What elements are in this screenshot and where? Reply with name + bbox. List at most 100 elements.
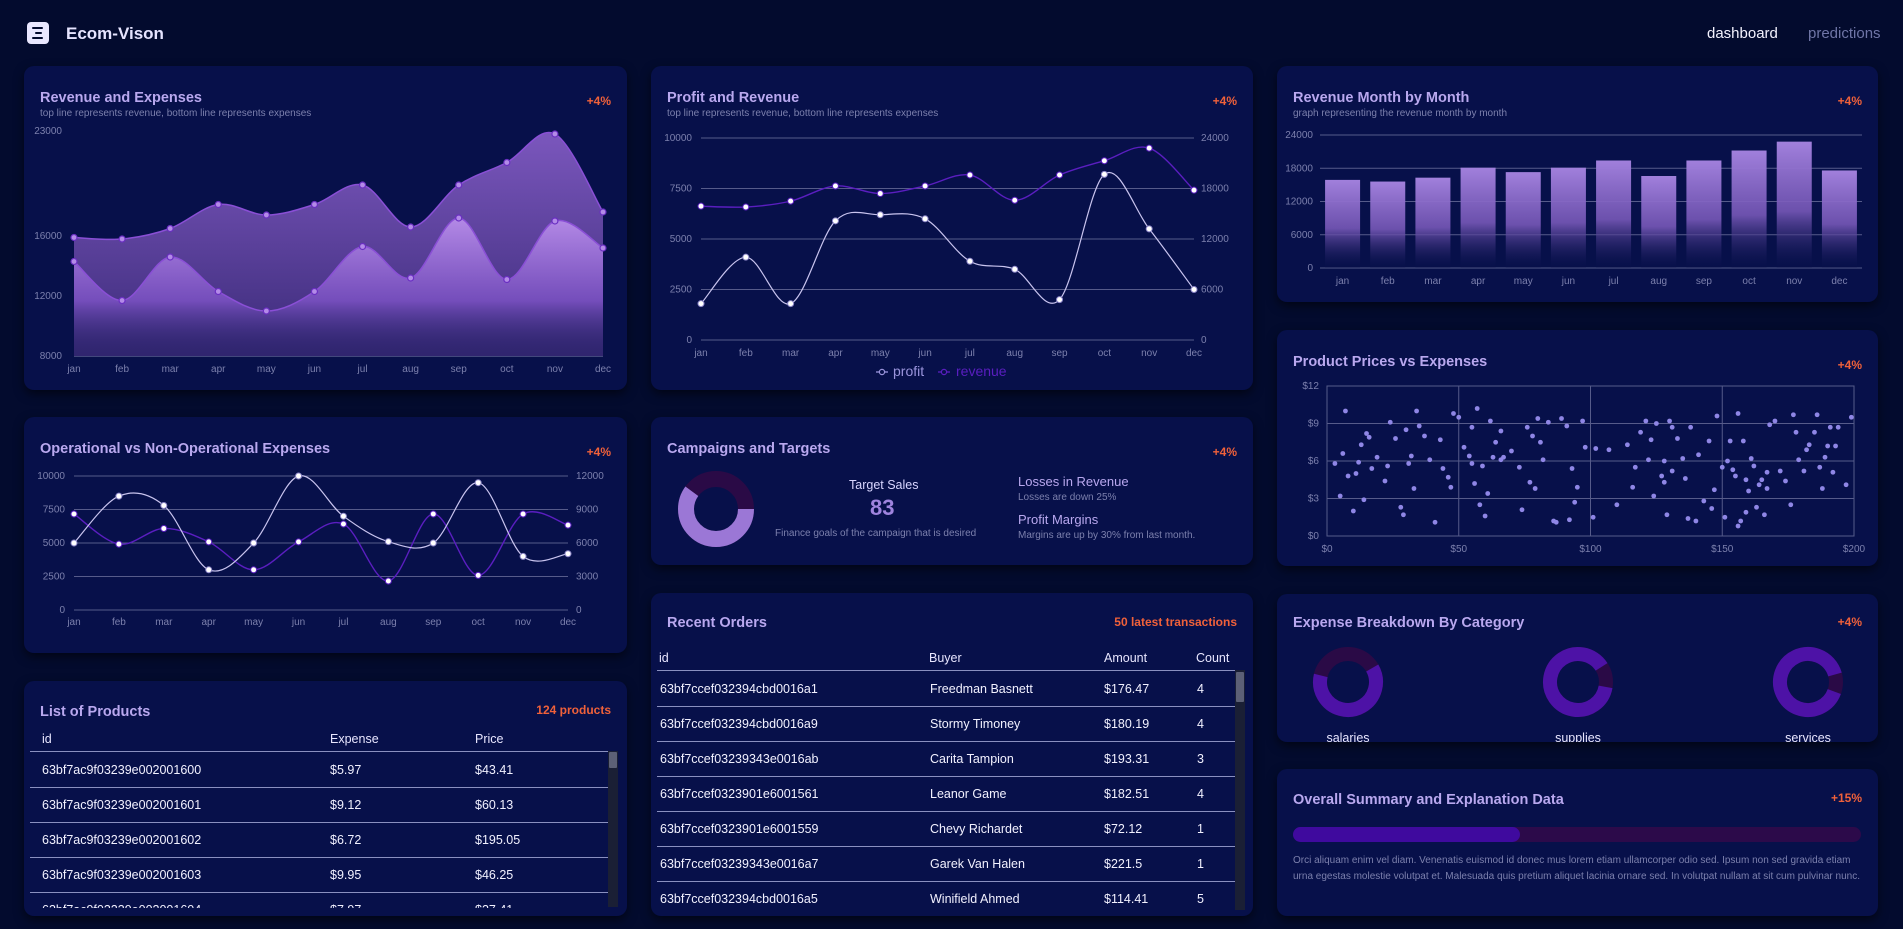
losses-description: Losses are down 25% (1018, 492, 1117, 503)
scatter-point (1501, 454, 1506, 460)
bar (1641, 176, 1677, 268)
scatter-point (1680, 456, 1686, 461)
scatter-point (1374, 454, 1380, 460)
legend-revenue-label: revenue (956, 363, 1007, 379)
expenses-point (118, 296, 126, 305)
scatter-point (1801, 468, 1807, 474)
bar (1415, 177, 1451, 268)
scatter-point (1806, 442, 1812, 448)
table-row[interactable]: 63bf7ccef03239343e0016ab Carita Tampion … (657, 741, 1241, 777)
scrollbar-thumb[interactable] (609, 752, 617, 768)
y-right-tick-label: 9000 (576, 505, 599, 516)
x-tick-label: oct (1742, 276, 1756, 287)
revenue-point (599, 208, 607, 216)
table-row[interactable]: 63bf7ccef0323901e6001559 Chevy Richardet… (657, 811, 1241, 847)
card-title: Overall Summary and Explanation Data (1293, 792, 1564, 808)
non-operational-line (73, 511, 569, 582)
orders-scrollbar[interactable] (1235, 670, 1245, 910)
profit-point (966, 257, 974, 265)
table-row[interactable]: 63bf7ac9f03239e002001602 $6.72 $195.05 (30, 822, 614, 858)
scatter-point (1337, 493, 1343, 499)
nav-predictions-link[interactable]: predictions (1808, 25, 1881, 42)
x-tick-label: may (244, 617, 263, 628)
scatter-point (1630, 484, 1636, 490)
y-tick-label: $6 (1308, 456, 1320, 467)
products-scrollbar[interactable] (608, 751, 618, 907)
column-header-buyer[interactable]: Buyer (929, 651, 962, 665)
scatter-point (1527, 479, 1533, 485)
y-tick-label: 18000 (1285, 163, 1313, 174)
x-tick-label: apr (211, 364, 226, 375)
revenue-point (697, 202, 705, 210)
card-title: Revenue Month by Month (1293, 90, 1470, 106)
nav-dashboard-link[interactable]: dashboard (1707, 25, 1778, 42)
scatter-point (1427, 457, 1433, 463)
expenses-point (455, 214, 463, 222)
margins-title: Profit Margins (1018, 512, 1099, 527)
column-header-id[interactable]: id (659, 651, 669, 665)
non-operational-point (205, 538, 213, 546)
scatter-point (1361, 497, 1367, 503)
scatter-point (1624, 442, 1630, 448)
x-tick-label: mar (162, 364, 180, 375)
operational-point (160, 501, 168, 509)
scatter-point (1664, 512, 1670, 518)
bar (1550, 167, 1586, 268)
scatter-point (1701, 498, 1707, 504)
table-row[interactable]: 63bf7ccef032394cbd0016a1 Freedman Basnet… (657, 671, 1241, 707)
x-tick-label: aug (1006, 348, 1023, 359)
scatter-point (1545, 419, 1551, 425)
card-title: List of Products (40, 704, 151, 720)
profit-point (921, 215, 929, 223)
table-row[interactable]: 63bf7ac9f03239e002001604 $7.97 $27.41 (30, 892, 614, 908)
table-row[interactable]: 63bf7ccef0323901e6001561 Leanor Game $18… (657, 776, 1241, 812)
x-tick-label: mar (1424, 276, 1442, 287)
column-header-count[interactable]: Count (1196, 651, 1230, 665)
scatter-point (1524, 424, 1530, 430)
summary-card: Overall Summary and Explanation Data +15… (1277, 769, 1878, 916)
revenue-point (118, 235, 126, 243)
card-badge: +4% (1837, 94, 1862, 108)
table-row[interactable]: 63bf7ac9f03239e002001601 $9.12 $60.13 (30, 787, 614, 823)
column-header-id[interactable]: id (42, 732, 52, 746)
scatter-point (1519, 507, 1525, 513)
revenue-point (70, 233, 78, 242)
revenue-point (876, 190, 884, 198)
scatter-point (1456, 414, 1462, 420)
scrollbar-thumb[interactable] (1236, 672, 1244, 702)
expenses-area (74, 217, 603, 356)
column-header-expense[interactable]: Expense (330, 732, 379, 746)
y-left-tick-label: 7500 (43, 505, 66, 516)
x-tick-label: feb (112, 617, 126, 628)
profit-revenue-chart: 0 0 2500 6000 5000 12000 7500 18000 10000 24000 ja… (664, 133, 1229, 379)
x-tick-label: $200 (1843, 544, 1866, 555)
column-header-price[interactable]: Price (475, 732, 504, 746)
table-row[interactable]: 63bf7ccef032394cbd0016a5 Winifield Ahmed… (657, 881, 1241, 911)
table-row[interactable]: 63bf7ac9f03239e002001600 $5.97 $43.41 (30, 752, 614, 788)
y-tick-label: 8000 (40, 351, 63, 362)
table-row[interactable]: 63bf7ccef03239343e0016a7 Garek Van Halen… (657, 846, 1241, 882)
table-row[interactable]: 63bf7ac9f03239e002001603 $9.95 $46.25 (30, 857, 614, 893)
y-tick-label: $12 (1302, 381, 1319, 392)
card-badge: +4% (1212, 445, 1237, 459)
x-tick-label: $100 (1579, 544, 1602, 555)
scatter-point (1648, 437, 1654, 443)
x-tick-label: feb (115, 364, 129, 375)
scatter-point (1477, 502, 1483, 508)
card-badge: +4% (1212, 94, 1237, 108)
x-tick-label: feb (1381, 276, 1395, 287)
y-tick-label: 12000 (1285, 197, 1313, 208)
non-operational-point (384, 577, 392, 585)
scatter-point (1564, 423, 1570, 429)
scatter-point (1685, 516, 1691, 521)
scatter-point (1466, 453, 1472, 459)
table-row[interactable]: 63bf7ccef032394cbd0016a9 Stormy Timoney … (657, 706, 1241, 742)
x-tick-label: jun (1561, 276, 1575, 287)
operational-point (205, 566, 213, 574)
scatter-point (1422, 433, 1427, 439)
operational-expenses-card: Operational vs Non-Operational Expenses … (24, 417, 627, 653)
y-left-tick-label: 5000 (43, 538, 66, 549)
revenue-point (1056, 171, 1064, 179)
column-header-amount[interactable]: Amount (1104, 651, 1148, 665)
revenue-point (310, 200, 319, 209)
